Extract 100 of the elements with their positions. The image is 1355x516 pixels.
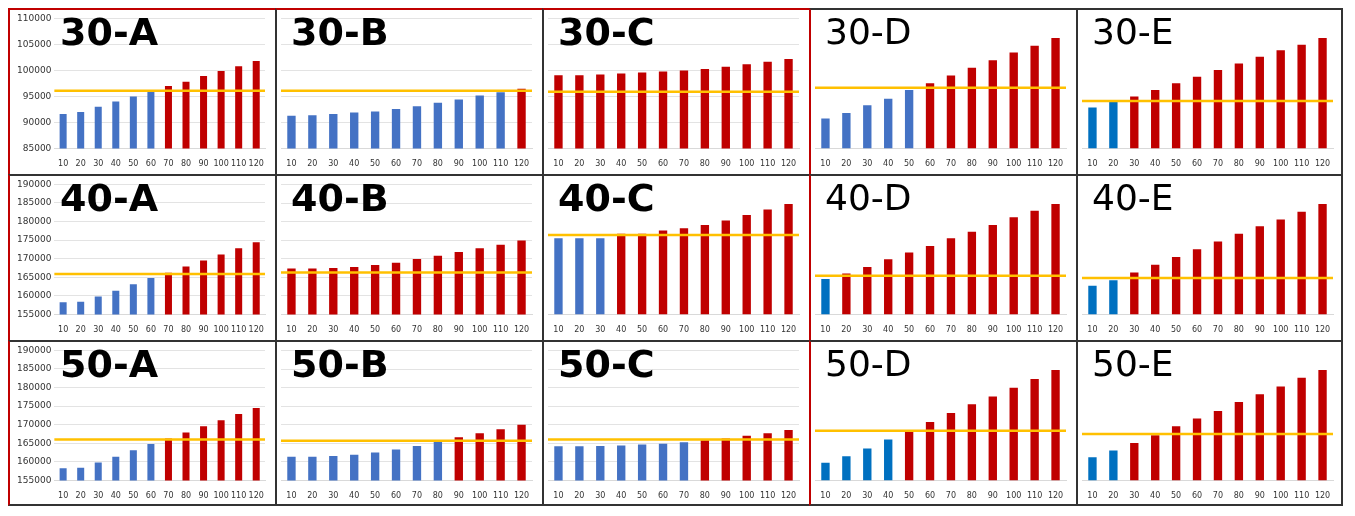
x-tick-label: 30	[595, 325, 606, 335]
x-tick-label: 100	[213, 491, 229, 501]
x-tick-label: 100	[1273, 159, 1289, 169]
y-tick-label: 95000	[22, 90, 52, 101]
y-tick-label: 165000	[17, 271, 52, 282]
x-tick-label: 20	[75, 159, 86, 169]
x-tick-label: 30	[1129, 491, 1140, 501]
x-tick-label: 10	[820, 491, 831, 501]
x-tick-label: 40	[349, 159, 360, 169]
x-tick-label: 110	[759, 491, 776, 501]
x-tick-label: 40	[349, 325, 360, 335]
x-tick-label: 60	[145, 159, 156, 169]
x-tick-label: 80	[432, 325, 443, 335]
chart-title: 40-C	[558, 176, 655, 220]
chart-title: 30-D	[825, 11, 912, 52]
x-tick-label: 120	[513, 325, 530, 335]
x-tick-label: 90	[1254, 159, 1265, 169]
x-tick-label: 60	[924, 159, 936, 169]
x-tick-label: 30	[595, 159, 606, 169]
x-tick-label: 90	[453, 159, 464, 169]
x-tick-label: 10	[58, 325, 69, 335]
x-tick-label: 40	[110, 159, 121, 169]
x-tick-label: 110	[759, 159, 776, 169]
x-tick-label: 110	[492, 491, 509, 501]
x-tick-label: 70	[945, 491, 957, 501]
x-tick-label: 30	[1129, 325, 1140, 335]
y-tick-label: 155000	[17, 308, 52, 319]
chart-title: 30-C	[558, 10, 655, 54]
x-tick-label: 60	[924, 491, 936, 501]
x-tick-label: 50	[370, 491, 381, 501]
y-tick-label: 165000	[17, 437, 52, 448]
chart-title: 50-D	[825, 343, 912, 384]
x-tick-label: 60	[1191, 159, 1203, 169]
y-tick-label: 170000	[17, 419, 52, 430]
x-tick-label: 110	[1293, 159, 1310, 169]
x-tick-label: 120	[248, 325, 264, 335]
x-tick-label: 70	[678, 325, 690, 335]
x-tick-label: 40	[883, 491, 894, 501]
x-tick-label: 60	[657, 325, 669, 335]
x-tick-label: 40	[349, 491, 360, 501]
x-tick-label: 60	[1191, 325, 1203, 335]
x-tick-label: 50	[904, 159, 915, 169]
chart-title: 40-B	[291, 176, 389, 220]
y-tick-label: 160000	[17, 290, 52, 301]
x-tick-label: 70	[1212, 491, 1224, 501]
x-tick-label: 100	[1006, 159, 1022, 169]
x-tick-label: 80	[1233, 159, 1244, 169]
x-tick-label: 60	[657, 159, 669, 169]
x-tick-label: 70	[163, 491, 174, 501]
x-tick-label: 60	[145, 491, 156, 501]
x-tick-label: 80	[180, 159, 192, 169]
x-tick-label: 110	[231, 491, 247, 501]
x-tick-label: 110	[231, 325, 247, 335]
x-tick-label: 90	[453, 491, 464, 501]
x-tick-label: 20	[307, 159, 318, 169]
x-tick-label: 110	[1026, 491, 1043, 501]
chart-title: 30-A	[60, 10, 159, 54]
x-tick-label: 20	[574, 325, 585, 335]
x-tick-label: 30	[93, 491, 104, 501]
x-tick-label: 90	[198, 325, 209, 335]
x-tick-label: 20	[75, 325, 86, 335]
y-tick-label: 190000	[17, 344, 52, 355]
y-tick-label: 180000	[17, 381, 52, 392]
x-tick-label: 80	[1233, 491, 1244, 501]
x-tick-label: 90	[1254, 325, 1265, 335]
x-tick-label: 30	[862, 325, 873, 335]
x-tick-label: 70	[945, 159, 957, 169]
chart-title: 40-E	[1092, 177, 1174, 218]
x-tick-label: 50	[904, 491, 915, 501]
x-tick-label: 120	[1314, 159, 1331, 169]
x-tick-label: 120	[780, 491, 797, 501]
y-tick-label: 85000	[22, 142, 52, 153]
x-tick-label: 30	[93, 325, 104, 335]
x-tick-label: 10	[553, 325, 564, 335]
x-tick-label: 80	[180, 491, 192, 501]
x-tick-label: 90	[987, 325, 998, 335]
x-tick-label: 10	[286, 159, 297, 169]
x-tick-label: 70	[1212, 159, 1224, 169]
x-tick-label: 100	[739, 491, 755, 501]
x-tick-label: 10	[1087, 491, 1098, 501]
x-tick-label: 30	[328, 325, 339, 335]
x-tick-label: 30	[328, 491, 339, 501]
chart-title: 50-C	[558, 342, 655, 386]
x-tick-label: 90	[1254, 491, 1265, 501]
x-tick-label: 10	[1087, 325, 1098, 335]
y-tick-label: 155000	[17, 474, 52, 485]
x-tick-label: 50	[370, 159, 381, 169]
chart-title: 50-E	[1092, 343, 1174, 384]
x-tick-label: 120	[248, 159, 264, 169]
x-tick-label: 80	[966, 325, 977, 335]
x-tick-label: 40	[1150, 491, 1161, 501]
x-tick-label: 100	[472, 491, 488, 501]
x-tick-label: 20	[1108, 325, 1119, 335]
x-tick-label: 20	[841, 325, 852, 335]
chart-title: 40-A	[60, 176, 159, 220]
x-tick-label: 110	[1293, 325, 1310, 335]
x-tick-label: 50	[1171, 491, 1182, 501]
x-tick-label: 10	[1087, 159, 1098, 169]
x-tick-label: 120	[1047, 325, 1064, 335]
x-tick-label: 90	[987, 159, 998, 169]
